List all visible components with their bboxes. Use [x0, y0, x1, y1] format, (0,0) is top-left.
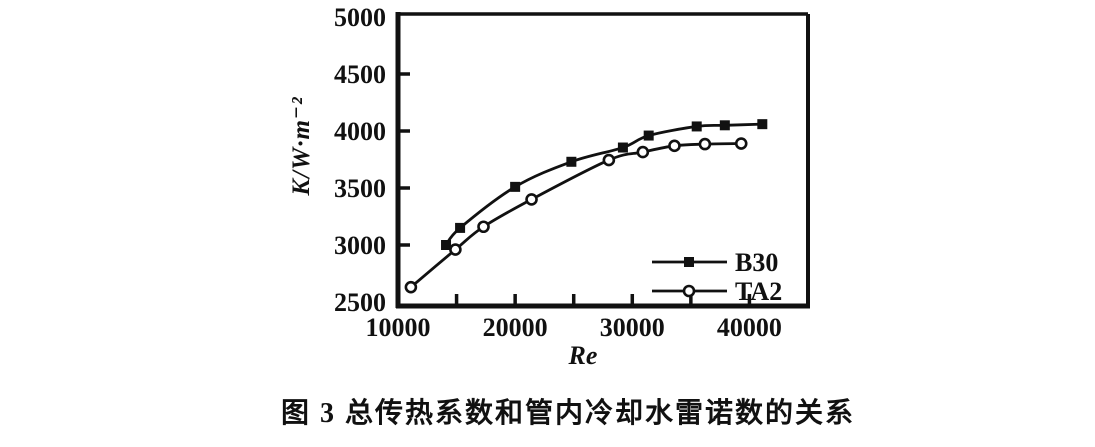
legend-label-B30: B30	[735, 248, 778, 277]
y-tick-label: 3000	[334, 231, 386, 260]
marker-TA2	[404, 280, 418, 294]
x-tick-label: 30000	[600, 313, 665, 342]
marker-TA2	[636, 145, 650, 159]
marker-B30	[510, 181, 521, 192]
x-tick-label: 40000	[717, 313, 782, 342]
marker-B30	[691, 121, 702, 132]
marker-B30	[455, 222, 466, 233]
y-tick-label: 4000	[334, 117, 386, 146]
marker-B30	[757, 119, 768, 130]
marker-TA2	[602, 153, 616, 167]
marker-TA2	[734, 137, 748, 150]
legend-marker-B30	[684, 257, 694, 267]
figure-caption: 图 3 总传热系数和管内冷却水雷诺数的关系	[280, 398, 856, 429]
y-tick-label: 3500	[334, 174, 386, 203]
marker-B30	[719, 120, 730, 131]
marker-TA2	[698, 137, 712, 151]
marker-B30	[566, 156, 577, 167]
y-tick-label: 4500	[334, 60, 386, 89]
y-axis-label: K/W·m⁻²	[288, 96, 315, 196]
marker-TA2	[525, 193, 538, 206]
x-tick-label: 10000	[366, 313, 431, 342]
x-axis-label: Re	[568, 341, 598, 370]
y-tick-label: 5000	[334, 3, 386, 32]
marker-B30	[441, 240, 452, 250]
legend-label-TA2: TA2	[735, 277, 782, 306]
marker-TA2	[477, 220, 490, 234]
marker-TA2	[668, 139, 681, 153]
marker-TA2	[449, 243, 462, 256]
marker-B30	[643, 130, 654, 141]
x-tick-label: 20000	[483, 313, 548, 342]
y-tick-label: 2500	[334, 288, 386, 317]
legend-marker-TA2	[682, 284, 696, 298]
marker-B30	[617, 142, 628, 153]
series-line-B30	[444, 122, 763, 246]
